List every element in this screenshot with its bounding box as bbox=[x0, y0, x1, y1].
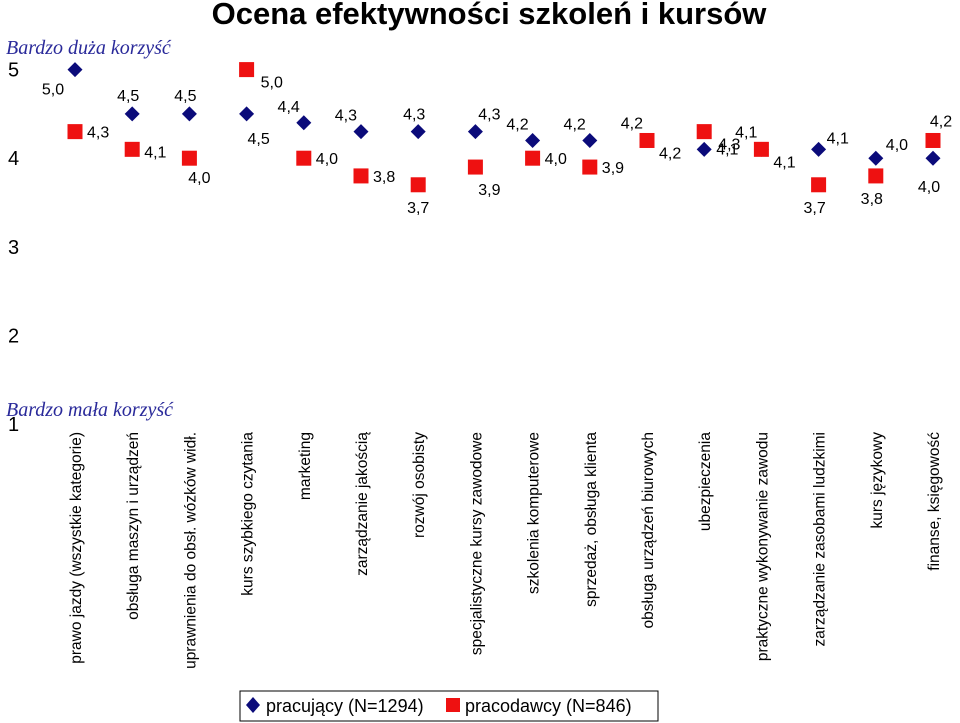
legend-label-pracodawcy: pracodawcy (N=846) bbox=[465, 696, 632, 716]
point-pracujacy bbox=[811, 141, 827, 157]
data-label-pracodawcy: 4,3 bbox=[718, 137, 740, 154]
data-label-pracujacy: 4,4 bbox=[278, 99, 300, 116]
category-label: sprzedaż, obsługa klienta bbox=[583, 432, 600, 607]
category-label: marketing bbox=[297, 432, 314, 500]
annotation-bottom: Bardzo mała korzyść bbox=[6, 399, 174, 421]
point-pracodawcy bbox=[639, 132, 655, 148]
y-tick-label: 3 bbox=[8, 237, 19, 259]
point-pracodawcy bbox=[353, 168, 369, 184]
category-label: zarządzanie zasobami ludzkimi bbox=[812, 432, 829, 647]
category-label: specjalistyczne kursy zawodowe bbox=[468, 432, 485, 655]
point-pracujacy bbox=[124, 106, 140, 122]
data-label-pracujacy: 4,3 bbox=[403, 107, 425, 124]
data-label-pracujacy: 4,3 bbox=[335, 108, 357, 125]
annotation-top: Bardzo duża korzyść bbox=[6, 37, 172, 59]
category-label: obsługa maszyn i urządzeń bbox=[125, 432, 142, 620]
point-pracodawcy bbox=[67, 124, 83, 140]
legend: pracujący (N=1294) pracodawcy (N=846) bbox=[239, 690, 659, 722]
data-label-pracodawcy: 3,7 bbox=[803, 200, 825, 217]
data-label-pracodawcy: 5,0 bbox=[261, 75, 283, 92]
point-pracujacy bbox=[410, 124, 426, 140]
data-label-pracodawcy: 3,9 bbox=[602, 160, 624, 177]
point-pracodawcy bbox=[124, 141, 140, 157]
data-label-pracodawcy: 3,8 bbox=[373, 169, 395, 186]
category-label: prawo jazdy (wszystkie kategorie) bbox=[68, 432, 85, 664]
point-pracodawcy bbox=[753, 141, 769, 157]
data-label-pracujacy: 4,0 bbox=[886, 137, 908, 154]
data-label-pracodawcy: 4,0 bbox=[188, 170, 210, 187]
data-label-pracujacy: 4,2 bbox=[564, 116, 586, 133]
category-label: zarządzanie jakością bbox=[354, 432, 371, 576]
category-label: obsługa urządzeń biurowych bbox=[640, 432, 657, 628]
point-pracujacy bbox=[925, 150, 941, 166]
point-pracodawcy bbox=[925, 132, 941, 148]
point-pracujacy bbox=[239, 106, 255, 122]
y-tick-label: 4 bbox=[8, 148, 19, 170]
data-label-pracodawcy: 4,2 bbox=[930, 113, 952, 130]
point-pracodawcy bbox=[410, 177, 426, 193]
point-pracujacy bbox=[67, 62, 83, 78]
point-pracodawcy bbox=[525, 150, 541, 166]
data-label-pracujacy: 4,3 bbox=[478, 107, 500, 124]
legend-label-pracujacy: pracujący (N=1294) bbox=[266, 696, 424, 716]
point-pracujacy bbox=[525, 132, 541, 148]
data-label-pracujacy: 4,0 bbox=[918, 179, 940, 196]
y-axis-ticks: 1 2 3 4 5 bbox=[8, 60, 19, 436]
data-label-pracujacy: 5,0 bbox=[42, 82, 64, 99]
category-label: uprawnienia do obsł. wózków widł. bbox=[182, 432, 199, 669]
point-pracodawcy bbox=[696, 124, 712, 140]
point-pracodawcy bbox=[811, 177, 827, 193]
point-pracodawcy bbox=[239, 62, 255, 78]
category-label: kurs szybkiego czytania bbox=[240, 432, 257, 596]
chart-title: Ocena efektywności szkoleń i kursów bbox=[212, 0, 768, 31]
point-pracujacy bbox=[181, 106, 197, 122]
legend-marker-square bbox=[446, 698, 460, 712]
category-label: ubezpieczenia bbox=[697, 432, 714, 531]
data-label-pracodawcy: 4,3 bbox=[87, 125, 109, 142]
category-label: szkolenia komputerowe bbox=[526, 432, 543, 594]
data-label-pracodawcy: 3,8 bbox=[861, 191, 883, 208]
data-label-pracodawcy: 3,9 bbox=[478, 182, 500, 199]
data-label-pracujacy: 4,1 bbox=[827, 130, 849, 147]
y-tick-label: 2 bbox=[8, 325, 19, 347]
data-label-pracujacy: 4,1 bbox=[735, 124, 757, 141]
point-pracodawcy bbox=[296, 150, 312, 166]
data-label-pracodawcy: 4,0 bbox=[316, 151, 338, 168]
data-label-pracodawcy: 4,2 bbox=[659, 145, 681, 162]
data-label-pracujacy: 4,5 bbox=[247, 131, 269, 148]
category-label: kurs językowy bbox=[869, 432, 886, 529]
data-label-pracodawcy: 3,7 bbox=[407, 200, 429, 217]
data-label-pracujacy: 4,5 bbox=[174, 88, 196, 105]
point-pracodawcy bbox=[582, 159, 598, 175]
category-label: finanse, księgowość bbox=[926, 432, 943, 571]
point-pracujacy bbox=[467, 124, 483, 140]
data-label-pracodawcy: 4,0 bbox=[545, 151, 567, 168]
legend-marker-diamond bbox=[246, 697, 260, 713]
data-marks: 5,0 4,3 4,5 4,1 4,5 4,0 4,5 5,0 4,4 4,0 4,3 3,8 4,3 3… bbox=[42, 62, 952, 217]
point-pracodawcy bbox=[467, 159, 483, 175]
point-pracujacy bbox=[353, 124, 369, 140]
point-pracodawcy bbox=[868, 168, 884, 184]
category-labels: prawo jazdy (wszystkie kategorie) obsługa… bbox=[68, 432, 943, 669]
data-label-pracujacy: 4,5 bbox=[117, 88, 139, 105]
data-label-pracodawcy: 4,1 bbox=[773, 154, 795, 171]
point-pracujacy bbox=[582, 132, 598, 148]
data-label-pracujacy: 4,2 bbox=[621, 115, 643, 132]
data-label-pracodawcy: 4,1 bbox=[144, 144, 166, 161]
point-pracujacy bbox=[868, 150, 884, 166]
y-tick-label: 5 bbox=[8, 60, 19, 82]
point-pracodawcy bbox=[181, 150, 197, 166]
category-label: praktyczne wykonywanie zawodu bbox=[754, 432, 771, 661]
data-label-pracujacy: 4,1 bbox=[716, 141, 738, 158]
category-label: rozwój osobisty bbox=[411, 432, 428, 538]
data-label-pracujacy: 4,2 bbox=[506, 116, 528, 133]
point-pracujacy bbox=[296, 115, 312, 131]
y-tick-label: 1 bbox=[8, 414, 19, 436]
point-pracujacy bbox=[696, 141, 712, 157]
